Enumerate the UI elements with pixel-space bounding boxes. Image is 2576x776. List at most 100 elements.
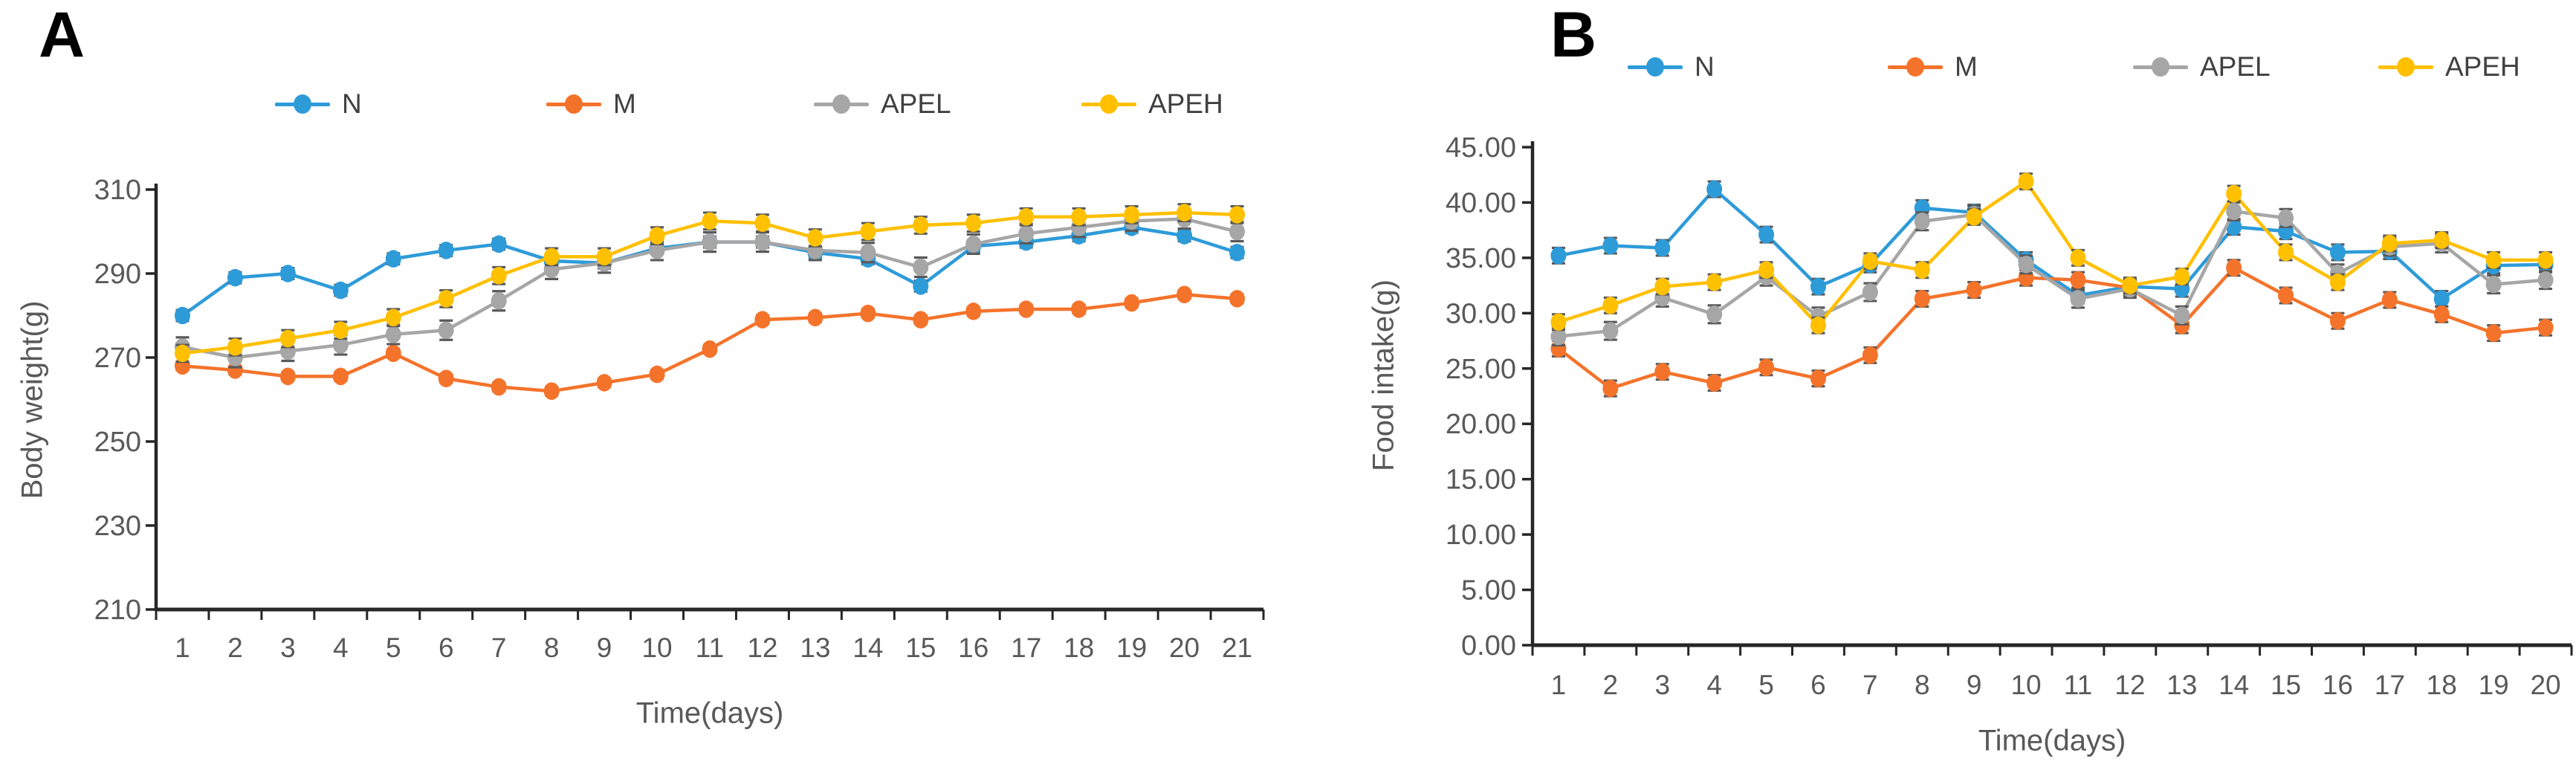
data-point-marker-m	[965, 303, 982, 320]
data-point-marker-m	[543, 382, 560, 400]
x-category-label: 6	[1810, 670, 1826, 700]
data-point-marker-m	[1602, 379, 1619, 398]
x-category-label: 19	[1116, 633, 1147, 663]
data-point-marker-apeh	[2122, 277, 2138, 294]
series-line-apel	[1558, 210, 2546, 338]
y-tick-label: 5.00	[1461, 575, 1516, 607]
x-category-label: 2	[227, 633, 243, 663]
x-category-label: 15	[905, 633, 936, 663]
data-point-marker-apeh	[807, 229, 823, 247]
data-point-marker-m	[596, 374, 612, 392]
legend-label: M	[1955, 51, 1978, 82]
y-tick-label: 35.00	[1446, 243, 1516, 274]
x-category-label: 1	[175, 633, 190, 663]
data-point-marker-m	[1654, 363, 1671, 381]
data-point-marker-n	[1654, 239, 1671, 257]
data-point-marker-apeh	[227, 338, 243, 356]
data-point-marker-n	[438, 242, 454, 259]
data-point-marker-m	[1810, 369, 1826, 387]
legend-line-dot-icon	[275, 93, 330, 115]
data-point-marker-m	[2329, 311, 2346, 330]
data-point-marker-m	[1177, 285, 1193, 304]
data-point-marker-m	[860, 304, 876, 323]
data-point-marker-m	[1124, 294, 1140, 312]
legend-item-apel: APEL	[2133, 51, 2271, 82]
data-point-marker-n	[1177, 227, 1193, 245]
data-point-marker-apeh	[1758, 261, 1775, 279]
x-axis-title-time-b: Time(days)	[1978, 724, 2126, 757]
y-tick-label: 45.00	[1446, 132, 1516, 164]
data-point-marker-apeh	[491, 267, 507, 285]
data-point-marker-apel	[438, 321, 454, 340]
data-point-marker-apel	[860, 243, 876, 262]
legend-item-m: M	[546, 88, 636, 119]
x-axis-title-time-a: Time(days)	[635, 696, 784, 730]
data-point-marker-apeh	[2329, 273, 2346, 291]
data-point-marker-apeh	[438, 290, 454, 308]
data-point-marker-m	[1914, 290, 1930, 308]
data-point-marker-apeh	[1018, 207, 1035, 226]
x-category-label: 15	[2271, 670, 2301, 700]
legend-line-dot-icon	[1081, 93, 1136, 115]
data-point-marker-apeh	[2433, 231, 2450, 249]
data-point-marker-apel	[1602, 322, 1619, 340]
data-point-marker-apel	[1018, 224, 1035, 243]
x-category-label: 9	[597, 633, 612, 663]
data-point-marker-m	[2278, 286, 2294, 305]
data-point-marker-apeh	[2485, 251, 2502, 269]
x-category-label: 5	[386, 633, 401, 663]
data-point-marker-apeh	[279, 329, 296, 348]
data-point-marker-m	[279, 367, 296, 386]
data-point-marker-apeh	[1654, 277, 1671, 296]
data-point-marker-apel	[1550, 327, 1567, 346]
data-point-marker-apel	[754, 233, 771, 251]
legend-item-n: N	[275, 88, 362, 119]
x-category-label: 3	[1654, 670, 1670, 700]
data-point-marker-m	[491, 378, 507, 396]
data-point-marker-apel	[702, 233, 718, 251]
data-point-marker-apel	[913, 258, 929, 277]
data-point-marker-m	[1706, 374, 1723, 392]
data-point-marker-n	[913, 277, 929, 295]
y-tick-label: 10.00	[1446, 520, 1516, 551]
legend-label: N	[342, 88, 362, 119]
y-tick-label: 310	[94, 175, 141, 206]
y-tick-label: 25.00	[1446, 354, 1516, 385]
legend-label: APEH	[1148, 88, 1223, 119]
data-point-marker-apeh	[2070, 249, 2086, 267]
x-category-label: 12	[2114, 670, 2145, 700]
data-point-marker-n	[279, 265, 296, 282]
x-category-label: 6	[438, 633, 454, 663]
series-line-apeh	[1558, 179, 2546, 327]
data-point-marker-n	[1758, 225, 1775, 244]
x-category-label: 8	[544, 633, 560, 663]
data-point-marker-apel	[2278, 209, 2294, 227]
data-point-marker-apeh	[1602, 297, 1619, 314]
data-point-marker-apel	[1706, 305, 1723, 323]
data-point-marker-m	[2070, 271, 2086, 289]
x-category-label: 5	[1758, 670, 1774, 700]
data-point-marker-m	[332, 367, 349, 386]
data-point-marker-apeh	[1862, 252, 1878, 271]
data-point-marker-apel	[2018, 256, 2034, 274]
x-category-label: 4	[1706, 670, 1722, 700]
legend-dot-icon	[565, 94, 583, 114]
x-category-label: 10	[641, 633, 672, 663]
legend-line-dot-icon	[2378, 56, 2433, 78]
data-point-marker-m	[1862, 346, 1878, 364]
y-tick-label: 290	[94, 259, 141, 290]
data-point-marker-n	[1810, 277, 1826, 296]
x-category-label: 18	[1064, 633, 1094, 663]
y-tick-label: 40.00	[1446, 187, 1516, 219]
data-point-marker-apel	[2485, 275, 2502, 294]
data-point-marker-apeh	[2018, 172, 2034, 190]
data-point-marker-apel	[332, 336, 349, 354]
data-point-marker-apel	[1862, 283, 1878, 301]
data-point-marker-n	[1706, 180, 1723, 198]
series-line-m	[1557, 266, 2546, 390]
panel-letter-a: A	[39, 0, 85, 71]
legend-line-dot-icon	[546, 93, 601, 115]
x-category-label: 1	[1551, 670, 1567, 700]
panel-letter-b: B	[1550, 0, 1597, 71]
data-point-marker-n	[1550, 247, 1567, 265]
